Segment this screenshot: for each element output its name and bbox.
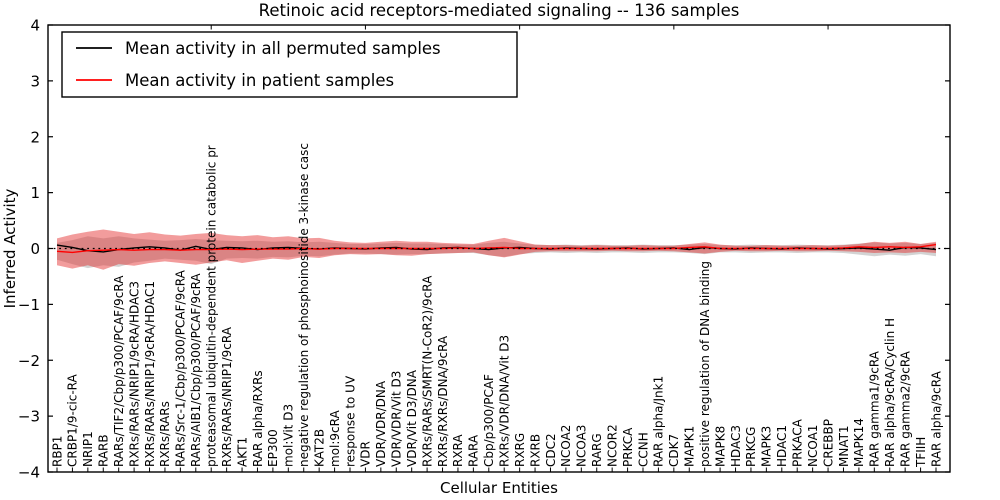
legend-item-patient: Mean activity in patient samples (76, 71, 394, 90)
line-layer (48, 243, 950, 254)
x-tick-label: RARs/TIF2/Cbp/p300/PCAF/9cRA (112, 275, 126, 467)
x-tick-label: NRIP1 (81, 431, 95, 467)
x-tick-label: CREBBP (821, 419, 835, 467)
x-tick-label: MAPK3 (760, 426, 774, 467)
y-tick-label: 4 (30, 17, 40, 35)
x-tick-label: PRKACA (791, 418, 805, 467)
x-tick-label-layer: RBP1 CRBP1/9-cic-RA NRIP1 RARB RARs/TIF2/Cbp… (50, 143, 943, 468)
x-tick-label: response to UV (343, 375, 357, 467)
x-tick-label: mol:Vit D3 (282, 404, 296, 467)
y-tick-label: −3 (18, 408, 40, 426)
x-tick-label: RAR alpha/9cRA/Cyclin H (883, 318, 897, 467)
x-tick-label: RARB (97, 434, 111, 467)
patient-samples-range-band (57, 229, 936, 270)
x-tick-label: mol:9cRA (328, 410, 342, 467)
y-tick-label: −2 (18, 352, 40, 370)
x-tick-label: RXRs/RARs (158, 401, 172, 467)
x-tick-label: NCOA1 (806, 425, 820, 467)
x-tick-label: NCOA2 (559, 425, 573, 467)
x-tick-label: CDC2 (544, 433, 558, 467)
x-tick-label: VDR/VDR/Vit D3 (390, 371, 404, 467)
y-tick-label: −4 (18, 464, 40, 482)
x-tick-label: MNAT1 (837, 425, 851, 467)
x-tick-label: Cbp/p300/PCAF (482, 374, 496, 467)
x-tick-label: RAR alpha/RXRs (251, 370, 265, 467)
legend-box (61, 31, 518, 98)
x-tick-label: RXRs/RARs/SMRT(N-CoR2)/9cRA (420, 275, 434, 467)
x-tick-label: HDAC3 (729, 425, 743, 467)
x-tick-label: TFIIH (914, 437, 928, 468)
x-tick-label: RARA (467, 434, 481, 467)
patient-mean-line (56, 243, 937, 254)
x-tick-label: VDR/VDR/DNA (374, 380, 388, 467)
x-tick-label: RAR gamma1/9cRA (868, 350, 882, 467)
x-tick-label: NCOR2 (606, 424, 620, 467)
x-tick-label: NCOA3 (575, 425, 589, 467)
legend-label-patient: Mean activity in patient samples (125, 71, 394, 90)
x-tick-label: MAPK8 (713, 426, 727, 467)
x-tick-label: RARs/Src-1/Cbp/p300/PCAF/9cRA (174, 269, 188, 467)
x-tick-label: VDR (359, 441, 373, 467)
x-tick-label: RAR gamma2/9cRA (899, 350, 913, 467)
x-tick-label: MAPK1 (683, 426, 697, 467)
y-tick-label: −1 (18, 296, 40, 314)
band-layer (57, 229, 936, 270)
x-tick-label: RXRG (513, 433, 527, 467)
x-tick-label: RXRs/RARs/NRIP1/9cRA/HDAC1 (143, 281, 157, 467)
x-tick-label: negative regulation of phosphoinositide … (297, 143, 311, 467)
permuted-samples-range-band (57, 236, 936, 269)
x-tick-label: VDR/Vit D3/DNA (405, 369, 419, 467)
x-tick-label: positive regulation of DNA binding (698, 261, 712, 467)
x-tick-label: RBP1 (50, 436, 64, 467)
tick-layer: 4 3 2 1 0 −1 −2 −3 −4 (18, 17, 950, 482)
legend-item-permuted: Mean activity in all permuted samples (76, 39, 441, 58)
x-tick-label: PRKCA (621, 427, 635, 467)
x-tick-label: AKT1 (235, 437, 249, 467)
x-tick-label: RXRs/VDR/DNA/Vit D3 (498, 335, 512, 467)
y-tick-label: 0 (30, 240, 40, 258)
x-tick-label: RXRs/RXRs/DNA/9cRA (436, 335, 450, 467)
x-tick-label: MAPK14 (852, 418, 866, 467)
x-tick-label: HDAC1 (775, 425, 789, 467)
x-tick-label: CRBP1/9-cic-RA (66, 373, 80, 467)
x-tick-label: CDK7 (667, 434, 681, 467)
x-tick-label: RXRB (528, 434, 542, 467)
x-tick-label: CCNH (636, 432, 650, 467)
x-tick-label: EP300 (266, 429, 280, 467)
legend: Mean activity in all permuted samples Me… (61, 31, 518, 98)
x-tick-label: RXRA (451, 434, 465, 467)
x-tick-label: RAR alpha/Jnk1 (652, 376, 666, 467)
y-tick-label: 2 (30, 128, 40, 146)
x-tick-label: PRKCG (744, 427, 758, 467)
y-tick-label: 1 (30, 184, 40, 202)
x-tick-label: RAR alpha/9cRA (929, 370, 943, 467)
legend-label-permuted: Mean activity in all permuted samples (125, 39, 441, 58)
y-axis-label: Inferred Activity (1, 188, 19, 308)
x-tick-label: proteasomal ubiquitin-dependent protein … (205, 145, 219, 467)
x-tick-label: RARG (590, 433, 604, 467)
x-tick-label: RXRs/RARs/NRIP1/9cRA (220, 326, 234, 467)
x-tick-label: RXRs/RARs/NRIP1/9cRA/HDAC3 (127, 281, 141, 467)
x-tick-label: RARs/AIB1/Cbp/p300/PCAF/9cRA (189, 273, 203, 467)
y-tick-label: 3 (30, 72, 40, 90)
chart-title: Retinoic acid receptors-mediated signali… (259, 1, 740, 20)
x-tick-label: KAT2B (313, 429, 327, 467)
x-axis-label: Cellular Entities (440, 479, 558, 497)
